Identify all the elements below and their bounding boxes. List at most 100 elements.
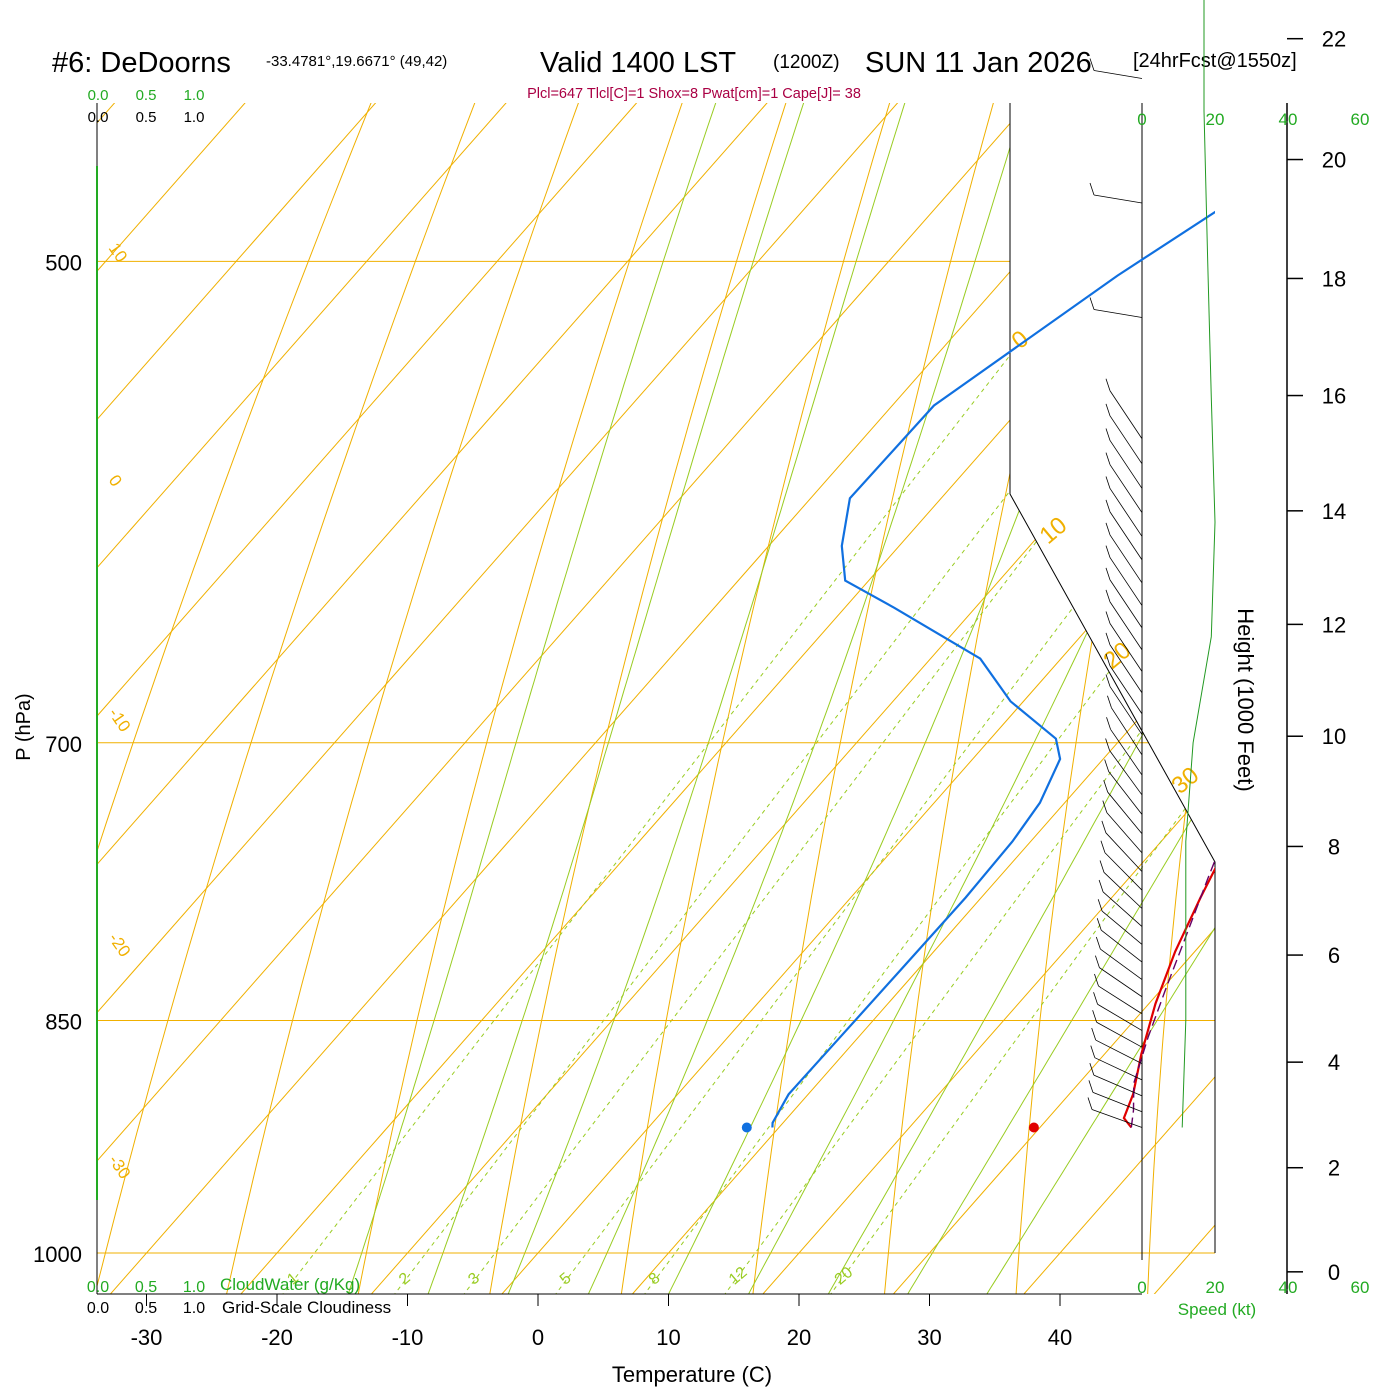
x-tick-label: 20 xyxy=(787,1325,811,1350)
wind-barb xyxy=(1109,464,1143,513)
wind-barb xyxy=(1109,601,1143,651)
wind-barb-flag xyxy=(1089,58,1095,71)
wind-barb xyxy=(1109,750,1143,796)
speed-axis-label: Speed (kt) xyxy=(1178,1300,1256,1319)
x-tick-label: -20 xyxy=(261,1325,293,1350)
station-coords: -33.4781°,19.6671° (49,42) xyxy=(266,53,447,70)
station-title: #6: DeDoorns xyxy=(52,47,231,79)
isotherm-line xyxy=(97,103,769,1294)
isotherm-line xyxy=(333,103,1215,1294)
dewpoint-line xyxy=(771,210,1215,1128)
isotherm-label: 0 xyxy=(105,471,126,490)
dry-adiabat xyxy=(1145,103,1215,1294)
isotherm-line xyxy=(97,103,378,1294)
parcel-line xyxy=(1130,858,1215,1128)
wind-barb-flag xyxy=(1090,1045,1096,1058)
wind-barb-flag xyxy=(1105,567,1111,581)
height-tick-label: 20 xyxy=(1322,148,1346,173)
moist-adiabat xyxy=(568,103,1215,1294)
isotherm-label: 30 xyxy=(1167,762,1205,800)
wind-barb-flag xyxy=(1105,545,1111,558)
cloudwater-tick-bottom: 0.5 xyxy=(135,1279,157,1296)
height-tick-label: 8 xyxy=(1328,834,1340,859)
moist-adiabat-lines xyxy=(333,103,1215,1294)
wind-barb-flag xyxy=(1096,918,1102,931)
wind-barb-flag xyxy=(1093,992,1098,1005)
wind-barb xyxy=(1108,771,1143,815)
axes: 10008507005004003002500.00.00.00.00.50.5… xyxy=(13,27,1369,1387)
wind-barb-flag xyxy=(1106,717,1111,730)
pressure-tick-label: 850 xyxy=(45,1010,82,1035)
wind-barb-flag xyxy=(1092,1010,1098,1023)
wind-barb-flag xyxy=(1107,695,1112,708)
surface-temperature-dot xyxy=(1028,1122,1039,1133)
height-tick-label: 2 xyxy=(1328,1156,1340,1181)
dry-adiabat xyxy=(216,103,941,1294)
wind-barb xyxy=(1092,1092,1143,1113)
wind-barb xyxy=(1101,910,1143,945)
sounding-series xyxy=(741,210,1215,1133)
isotherm-line xyxy=(203,103,1215,1294)
cloudiness-tick-bottom: 0.0 xyxy=(87,1300,109,1317)
moist-adiabat xyxy=(725,103,1215,1294)
wind-barb-flag xyxy=(1105,632,1111,645)
dry-adiabat xyxy=(1279,0,1400,1336)
isotherm-label: -30 xyxy=(105,1151,135,1182)
wind-barb xyxy=(1093,309,1143,318)
wind-barb xyxy=(1111,707,1143,756)
wind-barb xyxy=(1105,832,1143,872)
pressure-tick-label: 700 xyxy=(45,732,82,757)
wind-barb xyxy=(1109,665,1143,715)
height-tick-label: 18 xyxy=(1322,266,1346,291)
wind-barb-flag xyxy=(1105,378,1111,391)
mixing-ratio-line xyxy=(633,103,1215,1294)
isotherm-line xyxy=(725,103,1215,1294)
wind-barb xyxy=(1109,440,1143,489)
x-tick-label: -10 xyxy=(392,1325,424,1350)
valid-date: SUN 11 Jan 2026 xyxy=(865,47,1092,79)
wind-barb-flag xyxy=(1105,589,1111,603)
wind-barb xyxy=(1106,812,1143,854)
wind-barb-flag xyxy=(1105,522,1111,536)
moist-adiabat xyxy=(411,103,1120,1294)
height-tick-label: 12 xyxy=(1322,612,1346,637)
speed-tick-bottom: 0 xyxy=(1137,1278,1146,1297)
wind-barb-flag xyxy=(1105,738,1110,751)
height-tick-label: 22 xyxy=(1322,27,1346,52)
mixing-ratio-label: 5 xyxy=(557,1270,575,1289)
isotherm-line xyxy=(97,103,1215,1294)
isotherm-line xyxy=(97,103,1215,1294)
mixing-ratio-line xyxy=(713,103,1215,1294)
dry-adiabat xyxy=(349,103,1028,1294)
mixing-ratio-line xyxy=(270,103,1215,1294)
wind-barb xyxy=(1093,70,1143,79)
wind-barb-flag xyxy=(1094,973,1099,987)
dry-adiabat xyxy=(482,103,1115,1294)
cloudwater-tick-bottom: 1.0 xyxy=(183,1279,205,1296)
dry-adiabat xyxy=(880,103,1215,1294)
wind-barb xyxy=(1109,511,1143,561)
dry-adiabat xyxy=(747,103,1215,1294)
wind-barb xyxy=(1109,644,1143,694)
parameters-line: Plcl=647 Tlcl[C]=1 Shox=8 Pwat[cm]=1 Cap… xyxy=(527,86,861,102)
wind-barb xyxy=(1095,1039,1143,1064)
dry-adiabat xyxy=(97,103,854,1294)
wind-barb-flag xyxy=(1105,653,1111,666)
mixing-ratio-line xyxy=(452,103,1215,1294)
isotherm-label: -20 xyxy=(105,929,135,960)
cloudwater-tick-bottom: 0.0 xyxy=(87,1279,109,1296)
height-axis-label: Height (1000 Feet) xyxy=(1233,608,1258,791)
x-tick-label: 40 xyxy=(1048,1325,1072,1350)
wind-barb-flag xyxy=(1105,476,1111,489)
wind-barb xyxy=(1099,967,1143,998)
x-tick-label: -30 xyxy=(131,1325,163,1350)
temperature-line xyxy=(1122,866,1215,1129)
dry-adiabat xyxy=(97,103,767,1294)
wind-barb-flag xyxy=(1104,759,1110,772)
isotherm-lines xyxy=(97,103,1215,1294)
wind-barb xyxy=(1107,791,1143,835)
wind-barb-flag xyxy=(1089,182,1095,196)
isotherm-line xyxy=(97,103,508,1294)
cloudwater-label: CloudWater (g/Kg) xyxy=(220,1275,360,1294)
